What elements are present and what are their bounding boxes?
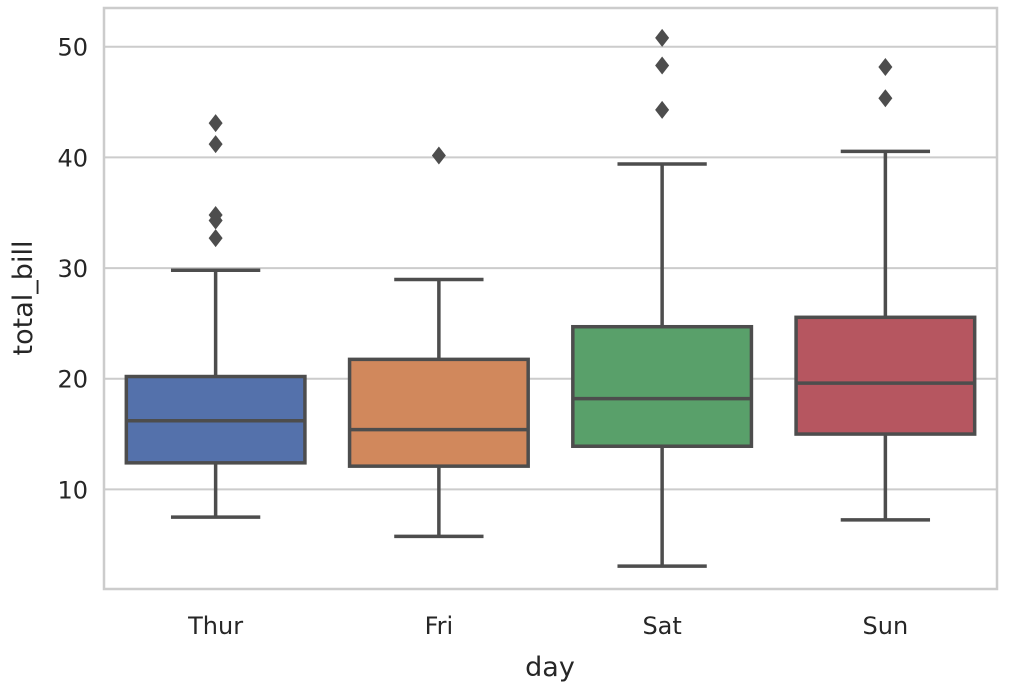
y-tick-label: 40 — [57, 144, 88, 172]
outlier-point — [878, 57, 893, 76]
x-tick-label: Sun — [863, 612, 909, 640]
outlier-point — [655, 28, 670, 47]
box-sun — [794, 57, 977, 522]
outlier-point — [655, 56, 670, 75]
x-tick-label: Thur — [187, 612, 243, 640]
box-sat — [571, 28, 754, 568]
y-tick-label: 20 — [57, 366, 88, 394]
outlier-point — [878, 89, 893, 108]
y-axis-label: total_bill — [8, 241, 39, 356]
outlier-point — [208, 229, 223, 248]
outlier-point — [208, 205, 223, 224]
outlier-point — [431, 146, 446, 165]
x-axis-label: day — [525, 652, 575, 683]
y-tick-label: 50 — [57, 34, 88, 62]
y-axis-ticks: 10 20 30 40 50 — [57, 34, 88, 505]
x-axis-ticks: Thur Fri Sat Sun — [187, 612, 908, 640]
box-fri — [347, 146, 530, 539]
box-plot-series — [124, 28, 977, 568]
y-tick-label: 10 — [57, 476, 88, 504]
outlier-point — [655, 100, 670, 119]
outlier-point — [208, 114, 223, 133]
iqr-box — [571, 324, 754, 448]
iqr-box — [347, 357, 530, 468]
x-tick-label: Sat — [642, 612, 681, 640]
x-tick-label: Fri — [425, 612, 454, 640]
outlier-point — [208, 135, 223, 154]
iqr-box — [794, 315, 977, 436]
plot-area-frame — [102, 6, 999, 591]
box-thur — [124, 114, 307, 519]
y-tick-label: 30 — [57, 255, 88, 283]
